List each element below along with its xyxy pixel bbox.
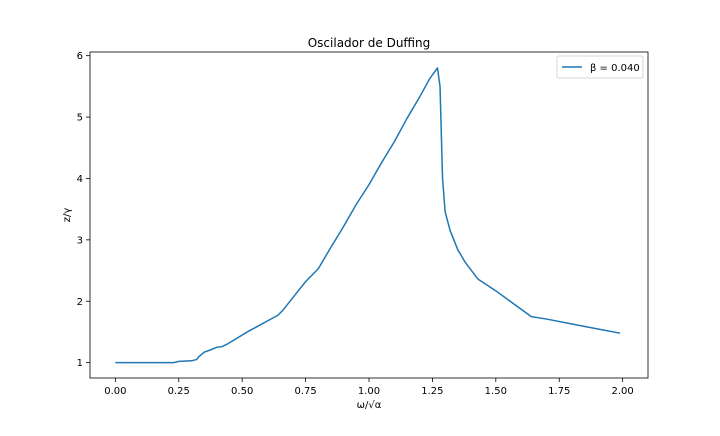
series-line	[115, 67, 621, 364]
x-tick-label: 0.25	[168, 386, 190, 397]
x-tick-label: 1.75	[548, 386, 570, 397]
legend: β = 0.040	[556, 55, 644, 79]
x-tick-label: 1.25	[421, 386, 443, 397]
chart-title: Oscilador de Duffing	[308, 36, 431, 50]
y-tick-label: 3	[77, 235, 83, 246]
y-tick-label: 5	[77, 113, 83, 124]
y-tick-label: 6	[77, 51, 83, 62]
legend-box	[556, 55, 644, 79]
y-axis-label: z/γ	[62, 208, 73, 223]
x-tick-label: 1.00	[358, 386, 380, 397]
plot-area-frame	[89, 51, 649, 379]
x-tick-label: 0.50	[231, 386, 253, 397]
x-tick-label: 1.50	[485, 386, 507, 397]
y-tick-label: 2	[77, 297, 83, 308]
y-tick-label: 4	[77, 174, 83, 185]
x-tick-label: 0.00	[104, 386, 126, 397]
y-tick-label: 1	[77, 358, 83, 369]
x-axis-label: ω/√α	[357, 400, 382, 411]
x-tick-label: 2.00	[612, 386, 634, 397]
legend-label: β = 0.040	[590, 63, 640, 74]
x-tick-label: 0.75	[294, 386, 316, 397]
